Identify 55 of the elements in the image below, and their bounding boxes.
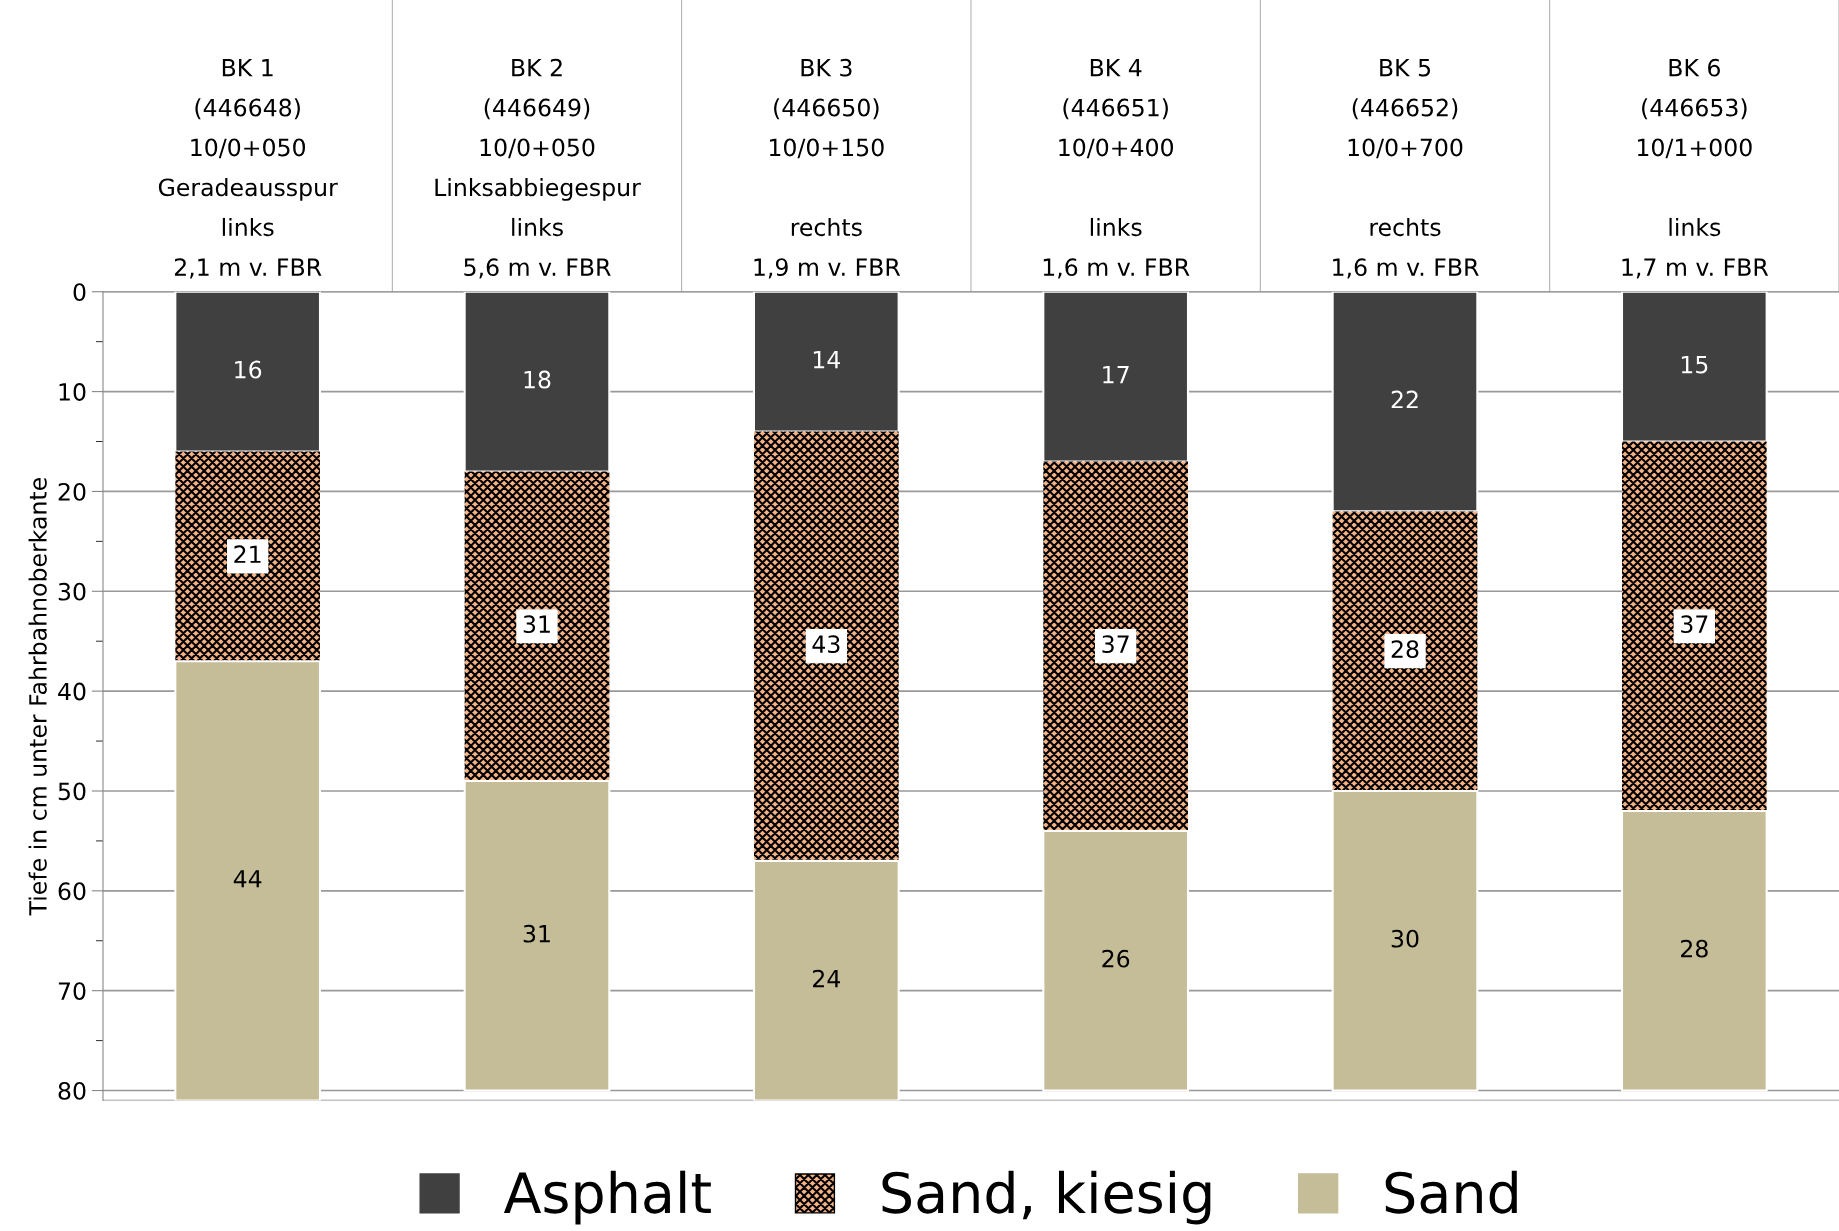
bar xyxy=(1622,441,1767,811)
data-label: 37 xyxy=(1102,635,1129,654)
bar xyxy=(1620,809,1768,1092)
bar xyxy=(1042,291,1190,463)
data-label: 37 xyxy=(1681,615,1708,634)
data-label: 43 xyxy=(812,635,840,654)
data-label: 16 xyxy=(235,360,262,379)
bar xyxy=(174,660,322,1101)
data-label: 28 xyxy=(1391,640,1419,659)
data-label: 44 xyxy=(233,870,262,888)
y-tick-label: 60 xyxy=(58,882,86,901)
y-tick-label: 50 xyxy=(58,782,86,801)
category-label: BK 6 (446653) 10/1+000 links 1,7 m v. FBR xyxy=(1622,58,1769,279)
data-label: 30 xyxy=(1391,929,1419,948)
data-label: 15 xyxy=(1681,355,1708,374)
bar xyxy=(463,291,611,473)
x-tick-label: BK 2 (446649) 10/0+050 Linksabbiegespur links 5,6 m v. FBR xyxy=(435,58,641,279)
y-tick-label: 0 xyxy=(73,283,86,302)
y-tick-label: 40 xyxy=(58,682,86,701)
y-tick-label: 30 xyxy=(58,582,86,601)
data-label: 14 xyxy=(813,350,841,369)
category-label: BK 3 (446650) 10/0+150 rechts 1,9 m v. FBR xyxy=(754,58,901,279)
y-tick-label: 70 xyxy=(58,982,86,1000)
data-label: 17 xyxy=(1103,365,1129,384)
legend-label: Sand xyxy=(1385,1170,1517,1214)
bar xyxy=(1331,789,1479,1092)
bar xyxy=(752,859,900,1101)
bar xyxy=(1620,291,1768,443)
bar xyxy=(1331,291,1479,513)
y-tick-label: 80 xyxy=(58,1081,86,1100)
bar xyxy=(1042,829,1190,1092)
bar xyxy=(753,431,899,861)
legend-label: Sand, kiesig xyxy=(882,1170,1211,1225)
category-label: BK 4 (446651) 10/0+400 links 1,6 m v. FBR xyxy=(1043,59,1190,279)
data-label: 21 xyxy=(234,545,261,563)
data-label: 24 xyxy=(813,969,841,988)
data-label: 22 xyxy=(1391,390,1418,409)
data-label: 26 xyxy=(1102,949,1130,968)
data-label: 31 xyxy=(523,615,550,634)
bar xyxy=(1332,511,1478,791)
bar xyxy=(175,451,320,662)
bar xyxy=(464,471,610,781)
bar xyxy=(1043,461,1188,831)
bar xyxy=(752,291,900,433)
y-axis-title: Tiefe in cm unter Fahrbahnoberkante xyxy=(28,478,47,916)
data-label: 18 xyxy=(524,370,551,389)
x-tick-label: BK 1 (446648) 10/0+050 Geradeausspur links 2,1 m v. FBR xyxy=(158,59,338,279)
category-label: BK 5 (446652) 10/0+700 rechts 1,6 m v. FBR xyxy=(1333,59,1479,279)
y-tick-label: 20 xyxy=(58,482,86,501)
data-label: 28 xyxy=(1681,939,1708,958)
bar xyxy=(174,291,322,453)
y-tick-label: 10 xyxy=(59,383,86,401)
legend-label: Asphalt xyxy=(503,1170,711,1225)
bar xyxy=(463,779,611,1092)
data-label: 31 xyxy=(523,924,550,943)
